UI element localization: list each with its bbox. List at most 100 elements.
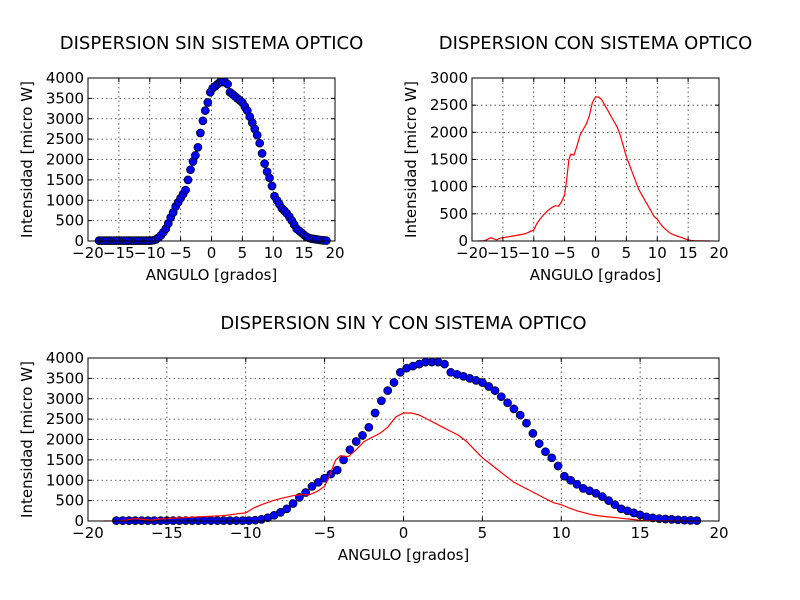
y-tick-label: 2000 xyxy=(46,431,84,449)
x-tick-label: 10 xyxy=(648,244,667,262)
x-tick-label: 15 xyxy=(295,244,314,262)
data-point xyxy=(395,367,405,377)
chart-sin-y-con-sistema: −20 −15 −10 −5 0 5 10 15 20 0 500 1000 1500 2000 2500 3… xyxy=(18,313,729,564)
y-tick-label: 4000 xyxy=(46,69,84,87)
data-point xyxy=(377,396,386,406)
x-tick-label: −20 xyxy=(72,524,104,542)
y-tick-label: 500 xyxy=(55,212,84,230)
y-tick-label: 500 xyxy=(439,205,468,223)
x-tick-label: 5 xyxy=(478,524,488,542)
x-tick-label: −10 xyxy=(518,244,550,262)
data-point xyxy=(345,445,355,455)
x-tick-label: 10 xyxy=(264,244,283,262)
y-tick-label: 1000 xyxy=(430,178,468,196)
data-point xyxy=(610,500,620,510)
y-tick-label: 1000 xyxy=(46,191,84,209)
data-point xyxy=(566,475,576,485)
data-point xyxy=(307,482,317,491)
x-tick-label: −15 xyxy=(103,244,135,262)
data-point xyxy=(198,116,208,126)
x-tick-label: −10 xyxy=(230,524,262,542)
series-line-con xyxy=(103,412,697,522)
series-markers-sin xyxy=(112,357,702,525)
data-point xyxy=(200,106,210,115)
y-tick-label: 0 xyxy=(74,512,84,530)
x-axis-label: ANGULO [grados] xyxy=(530,266,662,284)
data-point xyxy=(191,151,200,160)
chart-title: DISPERSION SIN SISTEMA OPTICO xyxy=(60,33,364,54)
x-tick-label: −5 xyxy=(314,524,336,542)
y-axis-label: Intensidad [micro W] xyxy=(402,81,420,238)
chart-sin-sistema: −20 −15 −10 −5 0 5 10 15 20 0 500 1000 1500 2000 2500 3… xyxy=(18,33,363,284)
x-tick-label: 0 xyxy=(399,524,409,542)
y-tick-label: 3500 xyxy=(46,369,84,387)
data-point xyxy=(282,504,292,514)
y-tick-label: 0 xyxy=(458,232,468,250)
x-tick-label: 20 xyxy=(709,524,728,542)
data-point xyxy=(440,359,449,369)
data-point xyxy=(553,461,563,471)
data-point xyxy=(339,455,348,465)
y-axis-label: Intensidad [micro W] xyxy=(18,81,36,238)
data-point xyxy=(255,138,265,148)
x-tick-label: 0 xyxy=(207,244,217,262)
data-point xyxy=(509,404,519,414)
data-point xyxy=(223,79,232,89)
data-point xyxy=(186,165,195,175)
data-point xyxy=(351,437,361,446)
data-point xyxy=(267,181,277,191)
y-tick-label: 3000 xyxy=(46,110,84,128)
y-tick-label: 2500 xyxy=(430,96,468,114)
data-point xyxy=(332,465,342,475)
data-point xyxy=(257,149,267,158)
y-tick-label: 2500 xyxy=(46,410,84,428)
x-tick-label: 10 xyxy=(552,524,571,542)
y-tick-label: 2500 xyxy=(46,130,84,148)
x-axis-label: ANGULO [grados] xyxy=(338,546,470,564)
chart-title: DISPERSION SIN Y CON SISTEMA OPTICO xyxy=(220,313,586,334)
series-line-con xyxy=(478,96,711,242)
y-tick-label: 500 xyxy=(55,492,84,510)
data-point xyxy=(572,479,582,489)
x-tick-label: −5 xyxy=(170,244,192,262)
data-point xyxy=(528,429,538,438)
x-tick-label: −10 xyxy=(134,244,166,262)
data-point xyxy=(364,422,374,432)
data-point xyxy=(515,410,525,420)
data-point xyxy=(490,386,500,395)
data-point xyxy=(196,128,205,138)
y-tick-label: 3000 xyxy=(46,390,84,408)
data-point xyxy=(547,453,557,463)
x-tick-label: 15 xyxy=(631,524,650,542)
x-tick-label: 5 xyxy=(622,244,632,262)
x-tick-label: −5 xyxy=(554,244,576,262)
data-point xyxy=(183,175,193,185)
y-tick-label: 2000 xyxy=(430,123,468,141)
y-tick-label: 1500 xyxy=(46,451,84,469)
data-point xyxy=(522,418,531,428)
data-point xyxy=(265,173,274,183)
y-tick-label: 4000 xyxy=(46,349,84,367)
x-tick-label: −15 xyxy=(487,244,519,262)
data-point xyxy=(358,431,367,440)
data-point xyxy=(313,477,323,487)
data-point xyxy=(503,398,512,408)
y-tick-label: 1500 xyxy=(46,171,84,189)
x-tick-label: 15 xyxy=(679,244,698,262)
data-point xyxy=(288,499,298,508)
data-point xyxy=(541,447,550,457)
y-tick-label: 3000 xyxy=(430,69,468,87)
y-tick-label: 3500 xyxy=(46,89,84,107)
y-axis-label: Intensidad [micro W] xyxy=(18,361,36,518)
data-point xyxy=(252,130,262,140)
y-tick-label: 0 xyxy=(74,232,84,250)
x-tick-label: 0 xyxy=(591,244,601,262)
x-tick-label: −15 xyxy=(151,524,183,542)
series-markers-sin xyxy=(94,77,331,245)
x-tick-label: 5 xyxy=(238,244,248,262)
data-point xyxy=(370,408,380,418)
data-point xyxy=(478,378,487,387)
data-point xyxy=(604,496,613,505)
data-point xyxy=(597,492,607,501)
data-point xyxy=(484,382,494,391)
